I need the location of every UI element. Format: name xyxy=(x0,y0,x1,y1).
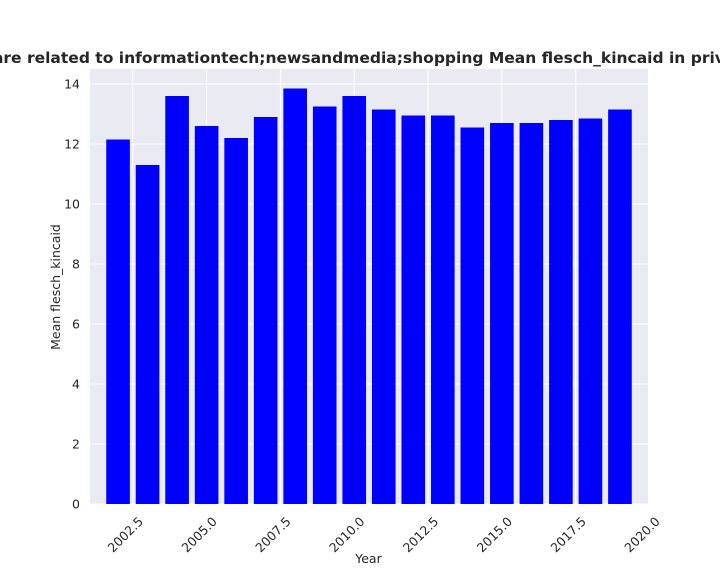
bar-2016 xyxy=(519,123,544,504)
y-tick-label: 12 xyxy=(64,137,80,152)
bar-2013 xyxy=(431,115,455,504)
x-tick-label: 2007.5 xyxy=(252,514,294,556)
bar-2010 xyxy=(342,96,367,504)
y-tick-label: 2 xyxy=(72,437,80,452)
x-tick-label: 2010.0 xyxy=(326,514,368,556)
bar-2004 xyxy=(165,96,189,504)
bar-2007 xyxy=(253,117,278,504)
bar-2019 xyxy=(608,109,632,504)
x-tick-label: 2005.0 xyxy=(178,514,220,556)
x-tick-label: 2015.0 xyxy=(474,514,516,556)
bar-2015 xyxy=(490,123,514,504)
y-tick-label: 4 xyxy=(72,377,80,392)
bar-2005 xyxy=(194,126,219,504)
bar-2008 xyxy=(283,88,307,504)
bars xyxy=(106,88,632,504)
bar-2017 xyxy=(549,120,573,504)
bar-2012 xyxy=(401,115,426,504)
bar-2006 xyxy=(224,138,248,504)
x-tick-label: 2002.5 xyxy=(105,514,147,556)
bar-2009 xyxy=(312,106,337,504)
bar-2003 xyxy=(135,165,160,504)
y-tick-label: 0 xyxy=(72,497,80,512)
chart-title: Categories are related to informationtec… xyxy=(0,49,720,67)
bar-2014 xyxy=(460,127,485,504)
y-tick-label: 8 xyxy=(72,257,80,272)
bar-2011 xyxy=(371,109,396,504)
x-tick-labels: 2002.5 2005.0 2007.5 2010.0 2012.5 2015.0 2017… xyxy=(105,514,663,556)
y-tick-label: 14 xyxy=(64,77,80,92)
x-tick-label: 2012.5 xyxy=(400,514,442,556)
y-axis-label: Mean flesch_kincaid xyxy=(48,224,63,350)
bar-2002 xyxy=(106,139,130,504)
y-tick-labels: 0 2 4 6 8 10 12 14 xyxy=(64,77,80,512)
x-tick-label: 2020.0 xyxy=(621,514,663,556)
x-tick-label: 2017.5 xyxy=(547,514,589,556)
y-tick-label: 6 xyxy=(72,317,80,332)
x-axis-label: Year xyxy=(354,551,382,566)
y-tick-label: 10 xyxy=(64,197,80,212)
bar-2018 xyxy=(578,118,603,504)
